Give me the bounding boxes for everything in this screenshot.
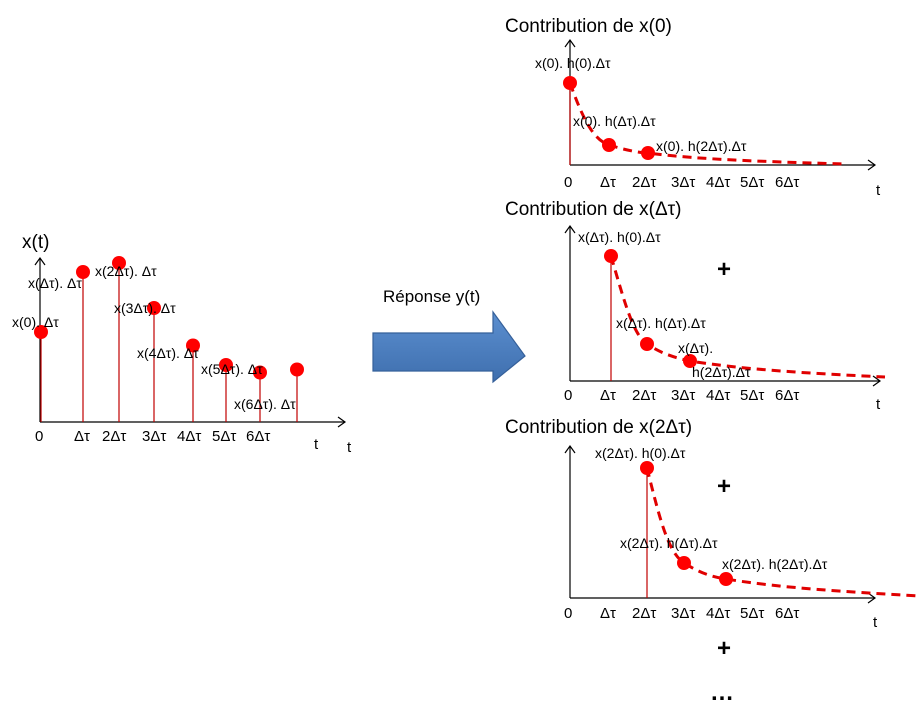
contribution-tick: 4Δτ (706, 174, 730, 191)
input-tick: 4Δτ (177, 428, 201, 445)
sample-label: x(6Δτ). Δτ (234, 396, 296, 412)
plus-sign: + (717, 256, 731, 283)
input-signal-plot: x(t) t t 0 Δτ 2Δτ 3Δτ 4Δτ 5Δτ 6Δτ x(0). … (12, 232, 352, 456)
point-label: x(Δτ). h(Δτ).Δτ (616, 315, 706, 331)
contribution-plot-0: Contribution de x(0) t 0 Δτ 2Δτ 3Δτ 4Δτ … (505, 16, 881, 199)
contribution-tick: 0 (564, 605, 572, 622)
response-point (604, 249, 618, 263)
contribution-y-axis-arrowhead (564, 224, 576, 234)
sample-point (147, 301, 161, 315)
contribution-tick: 3Δτ (671, 174, 695, 191)
sample-point (219, 358, 233, 372)
contribution-tick: 6Δτ (775, 174, 799, 191)
input-t-label-2: t (347, 439, 352, 456)
contribution-tick: 0 (564, 387, 572, 404)
response-point (683, 354, 697, 368)
contribution-y-axis-arrowhead (564, 38, 576, 48)
response-arrow: Réponse y(t) (372, 287, 526, 384)
contribution-tick: Δτ (600, 174, 616, 191)
block-arrow-shape (372, 310, 526, 384)
point-label: x(2Δτ). h(0).Δτ (595, 445, 686, 461)
contribution-t-label: t (876, 396, 881, 413)
sample-point (112, 256, 126, 270)
input-sample-labels: x(0). Δτ x(Δτ). Δτ x(2Δτ). Δτ x(3Δτ). Δτ… (12, 263, 296, 412)
contribution-tick: 4Δτ (706, 387, 730, 404)
input-tick: 3Δτ (142, 428, 166, 445)
sample-label: x(2Δτ). Δτ (95, 263, 157, 279)
point-label: x(Δτ). h(0).Δτ (578, 229, 661, 245)
sample-point (290, 362, 304, 377)
impulse-response-curve (645, 467, 921, 598)
contribution-x-axis-arrowhead (867, 592, 877, 604)
point-label: h(2Δτ).Δτ (692, 364, 751, 380)
sample-label: x(3Δτ). Δτ (114, 300, 176, 316)
contribution-tick: Δτ (600, 605, 616, 622)
contribution-plot-2: Contribution de x(2Δτ) t 0 Δτ 2Δτ 3Δτ 4Δ… (505, 417, 921, 631)
contribution-title: Contribution de x(Δτ) (505, 199, 682, 220)
contribution-tick: 3Δτ (671, 605, 695, 622)
sample-label: x(Δτ). Δτ (28, 275, 82, 291)
contribution-x-axis-arrowhead (867, 159, 877, 171)
contribution-tick: 3Δτ (671, 387, 695, 404)
contribution-tick: 4Δτ (706, 605, 730, 622)
input-x-axis-arrowhead (337, 416, 347, 428)
response-point (641, 146, 655, 160)
input-tick: Δτ (74, 428, 90, 445)
plus-sign: + (717, 635, 731, 662)
input-samples (34, 256, 304, 422)
input-tick: 6Δτ (246, 428, 270, 445)
contribution-title: Contribution de x(0) (505, 16, 672, 37)
sample-label: x(5Δτ). Δτ (201, 361, 263, 377)
point-label: x(2Δτ). h(Δτ).Δτ (620, 535, 718, 551)
input-t-label-1: t (314, 436, 319, 453)
contribution-t-label: t (873, 614, 878, 631)
response-point (640, 461, 654, 475)
point-label: x(Δτ). (678, 340, 713, 356)
sample-point (34, 325, 48, 339)
input-tick-labels: 0 Δτ 2Δτ 3Δτ 4Δτ 5Δτ 6Δτ (35, 428, 270, 445)
input-tick: 0 (35, 428, 43, 445)
contribution-x-axis-arrowhead (872, 375, 882, 387)
contribution-tick: 5Δτ (740, 174, 764, 191)
point-label: x(0). h(Δτ).Δτ (573, 113, 656, 129)
point-label: x(0). h(0).Δτ (535, 55, 611, 71)
sample-label: x(4Δτ). Δτ (137, 345, 199, 361)
contribution-tick: 2Δτ (632, 605, 656, 622)
contribution-tick: 6Δτ (775, 387, 799, 404)
contribution-title: Contribution de x(2Δτ) (505, 417, 692, 438)
sample-point (186, 338, 200, 353)
contribution-t-label: t (876, 182, 881, 199)
contribution-tick: 2Δτ (632, 174, 656, 191)
input-y-label: x(t) (22, 232, 49, 253)
sample-point (76, 265, 90, 279)
response-point (640, 337, 654, 351)
contribution-tick: 6Δτ (775, 605, 799, 622)
contribution-tick: 2Δτ (632, 387, 656, 404)
contribution-tick: 5Δτ (740, 387, 764, 404)
contribution-tick: Δτ (600, 387, 616, 404)
contribution-plot-1: Contribution de x(Δτ) t 0 Δτ 2Δτ 3Δτ 4Δτ… (505, 199, 886, 413)
response-point (563, 76, 577, 90)
sample-point (253, 365, 267, 380)
response-point (719, 572, 733, 586)
response-point (677, 556, 691, 570)
point-label: x(2Δτ). h(2Δτ).Δτ (722, 556, 828, 572)
ellipsis: … (710, 679, 734, 706)
input-tick: 5Δτ (212, 428, 236, 445)
response-label: Réponse y(t) (383, 287, 480, 306)
point-label: x(0). h(2Δτ).Δτ (656, 138, 747, 154)
input-tick: 2Δτ (102, 428, 126, 445)
response-point (602, 138, 616, 152)
contribution-tick: 5Δτ (740, 605, 764, 622)
contribution-y-axis-arrowhead (564, 444, 576, 454)
impulse-response-curve (609, 255, 886, 379)
sample-label: x(0). Δτ (12, 314, 59, 330)
plus-sign: + (717, 473, 731, 500)
input-y-axis-arrowhead (34, 256, 46, 266)
contribution-tick: 0 (564, 174, 572, 191)
